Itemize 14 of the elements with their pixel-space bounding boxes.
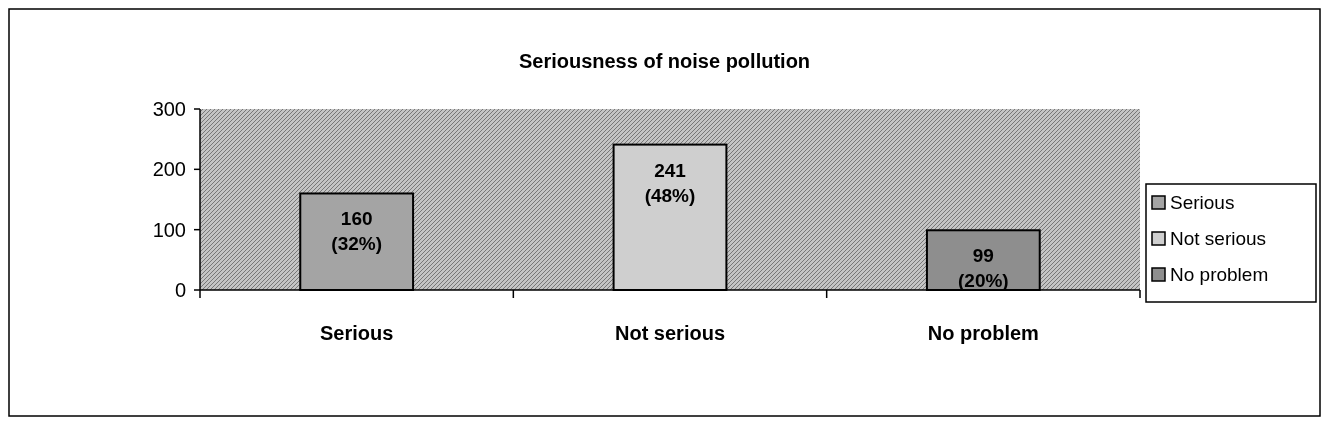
- y-tick-label: 200: [152, 158, 186, 181]
- y-tick-label: 0: [174, 279, 186, 301]
- y-tick-label: 100: [152, 218, 186, 241]
- legend-label: Not serious: [1170, 228, 1267, 249]
- data-label: 99 (20%): [957, 245, 1009, 292]
- x-tick-label: No problem: [927, 322, 1039, 344]
- legend-label: No problem: [1170, 264, 1269, 285]
- chart-title: Seriousness of noise pollution: [518, 50, 811, 72]
- x-tick-label: Not serious: [614, 322, 726, 344]
- y-tick-label: 300: [152, 98, 186, 120]
- data-label: 160 (32%): [331, 208, 383, 255]
- legend-label: Serious: [1170, 192, 1235, 213]
- x-tick-label: Serious: [319, 322, 394, 344]
- data-label: 241 (48%): [644, 159, 696, 206]
